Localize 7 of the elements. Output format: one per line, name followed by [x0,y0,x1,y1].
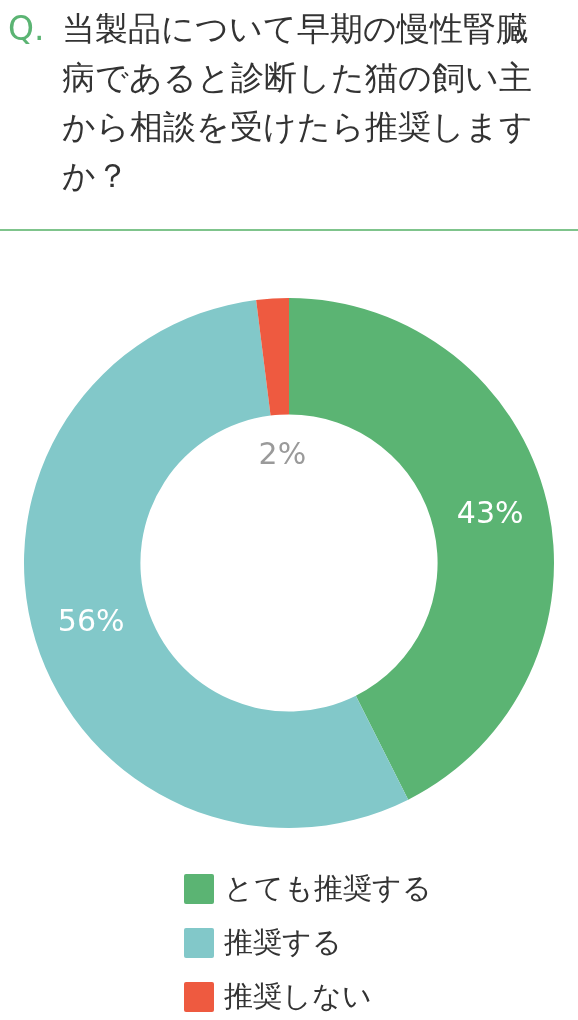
legend-label: とても推奨する [224,870,432,907]
data-label: 56% [57,603,125,639]
data-label: 43% [456,494,524,530]
legend-label: 推奨する [224,924,342,961]
legend-label: 推奨しない [224,978,372,1015]
data-label: 2% [258,436,307,472]
chart-title: Q. 当製品について早期の慢性腎臓病であると診断した猫の飼い主から相談を受けたら推奨しますか？ [8,8,534,197]
